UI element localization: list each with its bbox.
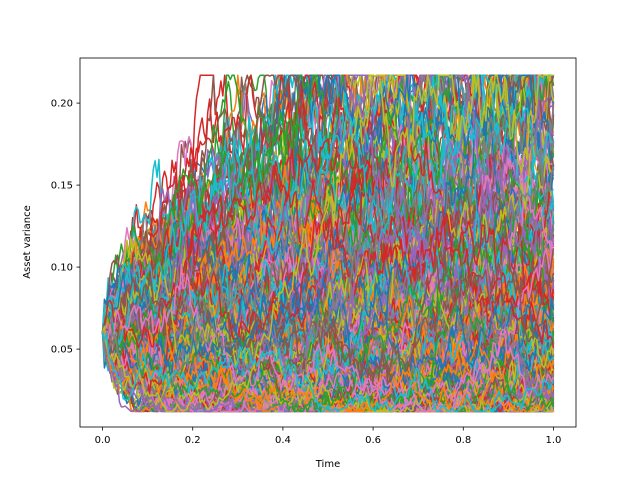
- x-tick-label: 1.0: [546, 435, 562, 446]
- series-line: [101, 232, 555, 413]
- plot-frame: [79, 57, 577, 428]
- series-line: [101, 255, 555, 413]
- series-line: [101, 263, 555, 413]
- series-line: [101, 235, 555, 413]
- y-tick-label: 0.05: [51, 345, 73, 356]
- series-line: [101, 97, 555, 358]
- series-paths: [101, 74, 555, 413]
- y-tick-label: 0.20: [51, 99, 73, 110]
- series-line: [101, 332, 555, 413]
- y-tick-label: 0.10: [51, 263, 73, 274]
- series-line: [102, 271, 554, 413]
- x-tick-label: 0.2: [185, 435, 201, 446]
- series-line: [101, 228, 555, 378]
- x-tick-label: 0.6: [365, 435, 381, 446]
- series-line: [101, 210, 555, 413]
- series-line: [101, 306, 555, 413]
- y-axis-label: Asset variance: [22, 205, 33, 279]
- y-axis: 0.05 0.10 0.15 0.20: [51, 99, 80, 356]
- x-axis: 0.0 0.2 0.4 0.6 0.8 1.0: [95, 427, 562, 446]
- x-axis-label: Time: [315, 459, 340, 470]
- series-line: [101, 74, 554, 413]
- series-line: [102, 240, 555, 413]
- x-tick-label: 0.4: [275, 435, 291, 446]
- y-tick-label: 0.15: [51, 181, 73, 192]
- series-line: [101, 74, 554, 346]
- series-line: [101, 74, 555, 408]
- x-tick-label: 0.0: [95, 435, 111, 446]
- series-line: [101, 257, 554, 395]
- x-tick-label: 0.8: [455, 435, 471, 446]
